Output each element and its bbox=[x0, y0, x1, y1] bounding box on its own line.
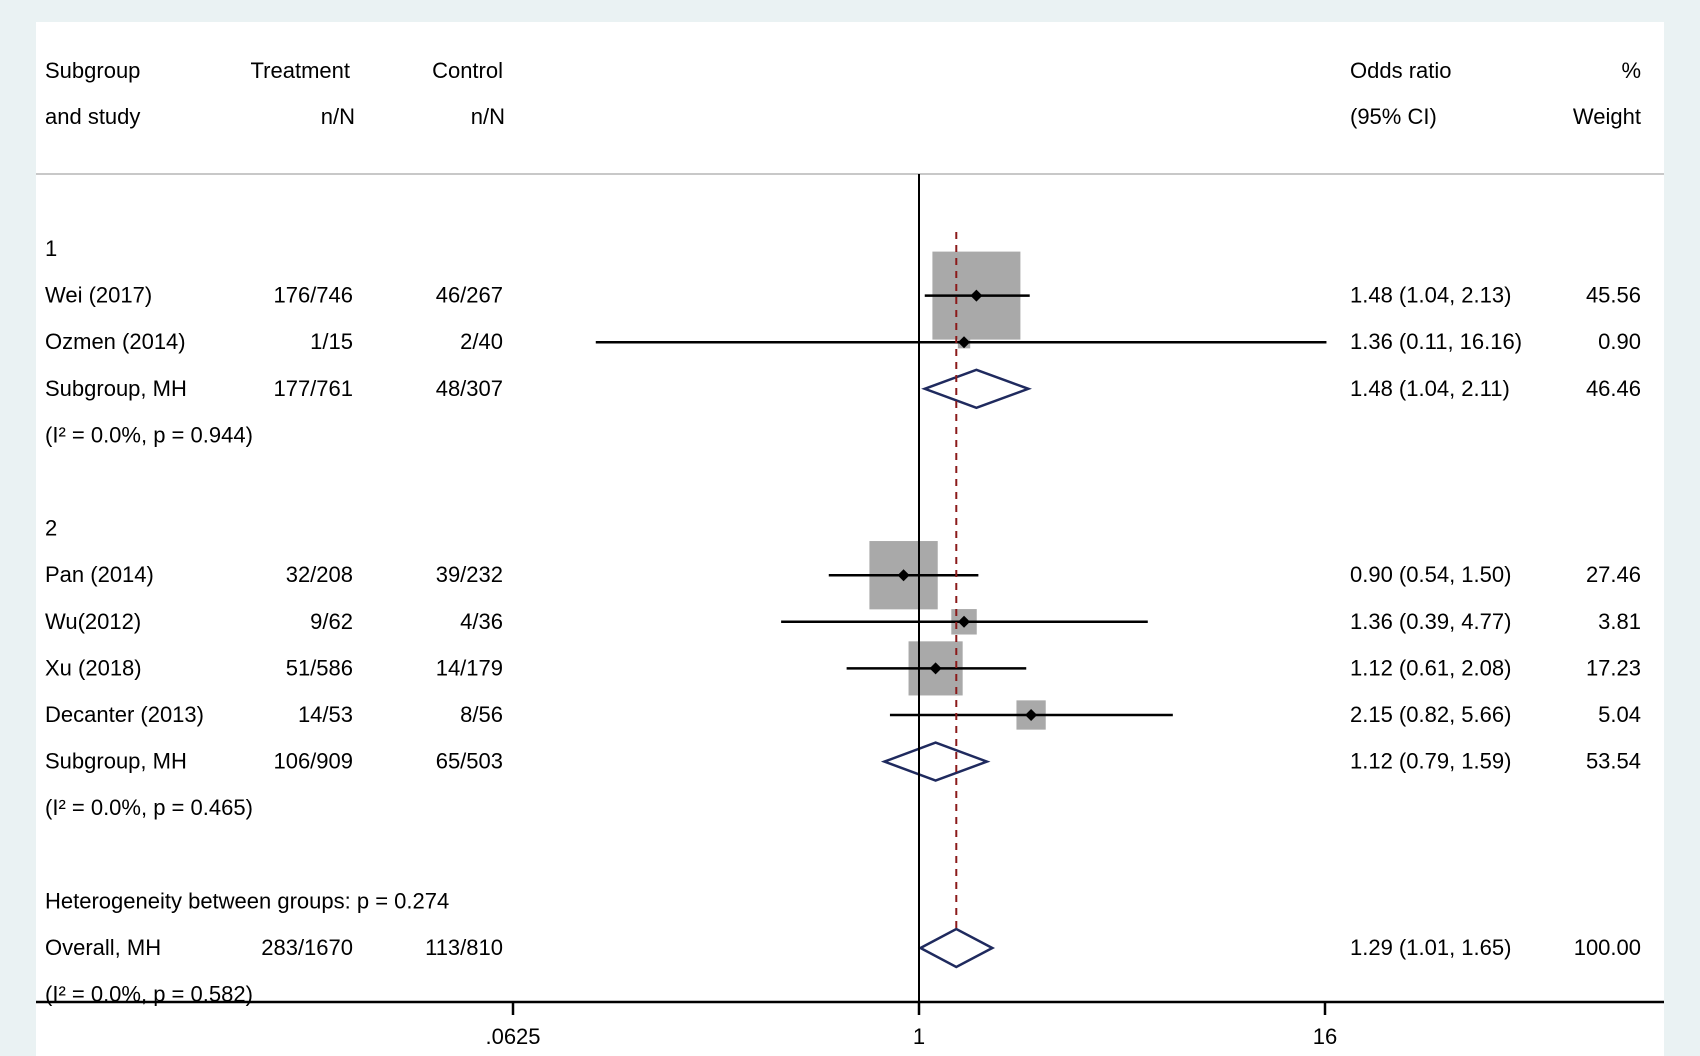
odds-ratio-ci: 0.90 (0.54, 1.50) bbox=[1350, 562, 1511, 587]
treatment-value: 32/208 bbox=[286, 562, 353, 587]
row-label: 1 bbox=[45, 236, 57, 261]
header-study: and study bbox=[45, 104, 140, 129]
odds-ratio-ci: 1.12 (0.79, 1.59) bbox=[1350, 749, 1511, 774]
weight-value: 3.81 bbox=[1598, 609, 1641, 634]
header-subgroup: Subgroup bbox=[45, 58, 140, 83]
header-ci: (95% CI) bbox=[1350, 104, 1437, 129]
point-estimate bbox=[958, 336, 971, 349]
weight-value: 53.54 bbox=[1586, 749, 1641, 774]
row-label: Subgroup, MH bbox=[45, 749, 187, 774]
odds-ratio-ci: 1.36 (0.39, 4.77) bbox=[1350, 609, 1511, 634]
row-label: Pan (2014) bbox=[45, 562, 154, 587]
point-estimate bbox=[958, 615, 971, 628]
weight-value: 17.23 bbox=[1586, 655, 1641, 680]
header-odds-ratio: Odds ratio bbox=[1350, 58, 1452, 83]
control-value: 4/36 bbox=[460, 609, 503, 634]
control-value: 14/179 bbox=[436, 655, 503, 680]
summary-diamond bbox=[917, 927, 996, 969]
row-label: Subgroup, MH bbox=[45, 376, 187, 401]
point-estimate bbox=[929, 662, 942, 675]
row-label: (I² = 0.0%, p = 0.944) bbox=[45, 422, 253, 447]
odds-ratio-ci: 1.48 (1.04, 2.13) bbox=[1350, 283, 1511, 308]
odds-ratio-ci: 1.36 (0.11, 16.16) bbox=[1350, 329, 1522, 354]
header-control-nn: n/N bbox=[471, 104, 505, 129]
weight-value: 5.04 bbox=[1598, 702, 1641, 727]
forest-marks bbox=[595, 174, 1327, 1002]
x-tick-label: 16 bbox=[1313, 1024, 1337, 1049]
column-header: Subgroup and study Treatment n/N Control… bbox=[45, 58, 1641, 129]
row-label: Heterogeneity between groups: p = 0.274 bbox=[45, 888, 449, 913]
row-label: Wu(2012) bbox=[45, 609, 141, 634]
treatment-value: 1/15 bbox=[310, 329, 353, 354]
row-label: Overall, MH bbox=[45, 935, 161, 960]
header-percent: % bbox=[1621, 58, 1641, 83]
odds-ratio-ci: 1.29 (1.01, 1.65) bbox=[1350, 935, 1511, 960]
row-label: Ozmen (2014) bbox=[45, 329, 186, 354]
row-label: Xu (2018) bbox=[45, 655, 142, 680]
header-treatment: Treatment bbox=[251, 58, 350, 83]
control-value: 65/503 bbox=[436, 749, 503, 774]
row-label: Wei (2017) bbox=[45, 283, 152, 308]
x-axis: .0625 1 16 bbox=[36, 1000, 1664, 1049]
treatment-value: 51/586 bbox=[286, 655, 353, 680]
treatment-value: 9/62 bbox=[310, 609, 353, 634]
weight-value: 0.90 bbox=[1598, 329, 1641, 354]
row-label: (I² = 0.0%, p = 0.465) bbox=[45, 795, 253, 820]
treatment-value: 177/761 bbox=[273, 376, 353, 401]
control-value: 39/232 bbox=[436, 562, 503, 587]
treatment-value: 283/1670 bbox=[261, 935, 353, 960]
point-estimate bbox=[1025, 709, 1038, 721]
control-value: 8/56 bbox=[460, 702, 503, 727]
treatment-value: 176/746 bbox=[273, 283, 353, 308]
odds-ratio-ci: 2.15 (0.82, 5.66) bbox=[1350, 702, 1511, 727]
weight-value: 27.46 bbox=[1586, 562, 1641, 587]
control-value: 2/40 bbox=[460, 329, 503, 354]
header-treatment-nn: n/N bbox=[321, 104, 355, 129]
row-label: Decanter (2013) bbox=[45, 702, 204, 727]
summary-diamond bbox=[921, 368, 1032, 410]
point-estimate bbox=[897, 569, 910, 582]
control-value: 48/307 bbox=[436, 376, 503, 401]
forest-rows: 1 Wei (2017) 176/746 46/267 1.48 (1.04, 2.13… bbox=[45, 236, 1641, 1007]
header-control: Control bbox=[432, 58, 503, 83]
row-label: 2 bbox=[45, 516, 57, 541]
treatment-value: 106/909 bbox=[273, 749, 353, 774]
odds-ratio-ci: 1.12 (0.61, 2.08) bbox=[1350, 655, 1511, 680]
control-value: 113/810 bbox=[425, 935, 503, 960]
weight-value: 45.56 bbox=[1586, 283, 1641, 308]
weight-value: 100.00 bbox=[1574, 935, 1641, 960]
x-tick-label: 1 bbox=[913, 1024, 925, 1049]
x-tick-label: .0625 bbox=[485, 1024, 540, 1049]
control-value: 46/267 bbox=[436, 283, 503, 308]
point-estimate bbox=[970, 289, 983, 302]
treatment-value: 14/53 bbox=[298, 702, 353, 727]
plot-panel bbox=[36, 22, 1664, 1056]
header-weight: Weight bbox=[1573, 104, 1641, 129]
odds-ratio-ci: 1.48 (1.04, 2.11) bbox=[1350, 376, 1510, 401]
weight-value: 46.46 bbox=[1586, 376, 1641, 401]
